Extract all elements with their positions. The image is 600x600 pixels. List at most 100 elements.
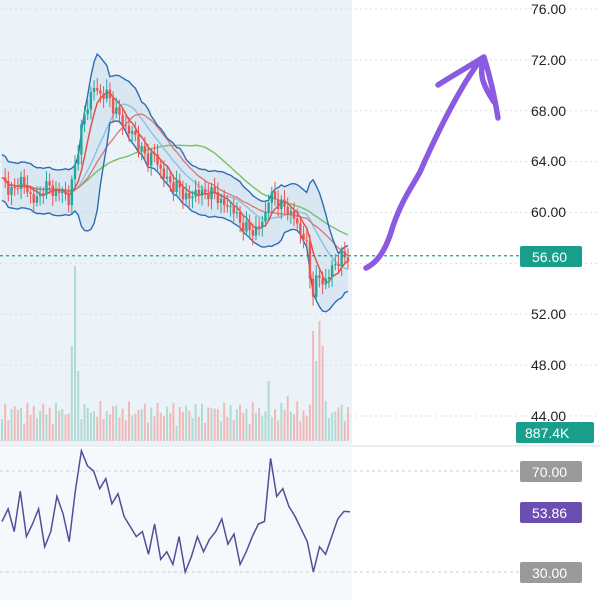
candle-body — [156, 154, 159, 165]
rsi-level-lines — [0, 470, 520, 573]
candle-body — [99, 90, 102, 94]
candle-body — [191, 196, 194, 199]
candle-body — [261, 221, 264, 227]
last-price-badge: 56.60 — [520, 246, 582, 267]
bollinger-lower-line — [1, 120, 349, 313]
volume-bar — [270, 417, 273, 441]
rsi-panel-background — [0, 448, 352, 600]
candle-body — [251, 230, 254, 236]
candle-body — [229, 206, 232, 208]
volume-bar — [89, 412, 92, 441]
volume-bar — [127, 401, 130, 441]
candle-body — [343, 251, 347, 258]
volume-bar — [61, 408, 64, 441]
volume-badge: 887.4K — [516, 422, 594, 443]
rsi-upper-level-badge: 70.00 — [520, 461, 582, 482]
volume-bar — [124, 420, 127, 441]
candle-body — [178, 180, 181, 188]
bollinger-fill-area — [2, 54, 348, 312]
volume-bar — [29, 414, 32, 441]
candle-body — [276, 199, 280, 210]
volume-bar — [340, 404, 343, 441]
candle-body — [96, 88, 99, 91]
candle-body — [105, 89, 108, 99]
volume-bar — [86, 407, 89, 441]
candle-body — [216, 192, 220, 204]
candle-body — [219, 198, 223, 204]
candle-body — [169, 176, 172, 183]
candle-body — [289, 211, 293, 214]
volume-bar — [188, 410, 191, 441]
candle-body — [45, 181, 48, 195]
candle-body — [324, 279, 327, 285]
volume-bar — [226, 416, 229, 441]
rsi-lower-level-badge: 30.00 — [520, 562, 582, 583]
candle-body — [207, 192, 210, 200]
candle-body — [283, 199, 286, 207]
candle-body — [346, 257, 350, 262]
volume-bar — [156, 402, 159, 441]
volume-bar — [172, 403, 175, 441]
candle-body — [280, 199, 283, 210]
volume-bar — [318, 321, 321, 441]
volume-bar — [347, 407, 349, 441]
candle-body — [302, 233, 305, 240]
candle-body — [10, 186, 13, 195]
volume-bar — [232, 419, 235, 441]
candle-body — [172, 182, 175, 192]
volume-bar — [267, 381, 270, 441]
volume-bar — [191, 418, 194, 441]
candle-body — [327, 277, 331, 280]
y-axis-tick-label: 48.00 — [531, 357, 566, 373]
rsi-upper-level-label: 70.00 — [532, 464, 567, 480]
candle-body — [337, 264, 340, 267]
volume-bar — [286, 396, 289, 441]
volume-bar — [331, 412, 334, 441]
candle-body — [89, 91, 93, 110]
candle-body — [315, 275, 318, 297]
drawn-arrow-annotation[interactable] — [363, 54, 501, 271]
candle-body — [254, 226, 258, 236]
candle-body — [296, 218, 299, 224]
volume-bar — [251, 402, 254, 441]
candle-body — [143, 146, 147, 154]
candle-body — [19, 176, 23, 190]
volume-bar — [321, 346, 324, 441]
volume-bar — [223, 402, 226, 441]
candle-body — [299, 223, 302, 234]
y-axis-tick-label: 64.00 — [531, 153, 566, 169]
volume-bar — [162, 415, 165, 441]
candle-body — [26, 185, 29, 193]
volume-bar — [312, 331, 315, 441]
candle-body — [57, 191, 61, 194]
candle-body — [162, 168, 166, 179]
volume-bar — [245, 408, 248, 441]
volume-bar — [175, 425, 178, 441]
candle-body — [232, 206, 235, 214]
volume-bar — [242, 412, 245, 441]
candle-body — [115, 107, 118, 114]
candle-body — [305, 239, 308, 241]
volume-bar — [261, 415, 264, 441]
candle-body — [35, 196, 39, 203]
volume-bar — [200, 403, 203, 441]
candle-body — [165, 176, 169, 179]
candle-body — [334, 264, 337, 266]
volume-bar — [147, 422, 150, 441]
y-axis-tick-label: 44.00 — [531, 408, 566, 424]
bollinger-band-lines — [1, 52, 349, 313]
candle-body — [318, 275, 321, 279]
volume-bar — [283, 409, 286, 441]
candle-body — [188, 193, 191, 199]
candle-body — [286, 206, 289, 214]
candlesticks — [3, 78, 350, 306]
candle-body — [197, 189, 201, 196]
volume-bar — [296, 401, 299, 441]
volume-bar — [293, 414, 296, 441]
volume-bar — [140, 409, 143, 441]
candle-body — [264, 211, 267, 222]
candle-body — [38, 193, 42, 197]
volume-bar — [118, 417, 121, 441]
volume-bar — [305, 415, 308, 441]
